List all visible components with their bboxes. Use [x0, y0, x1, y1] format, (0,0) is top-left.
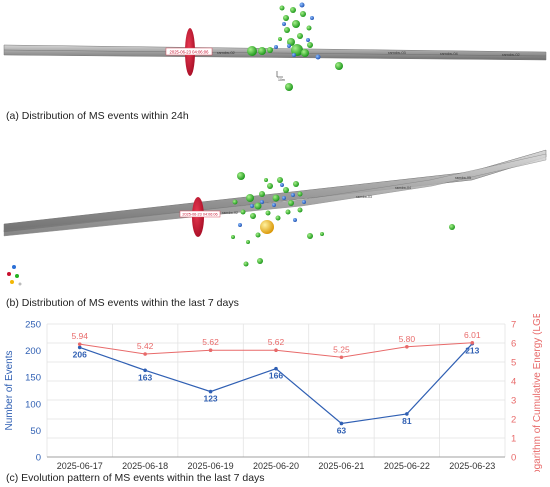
y-tick-label: 50 [30, 426, 41, 437]
x-tick-label: 2025-06-23 [449, 461, 495, 471]
events-line [79, 343, 473, 425]
tunnel-tube [3, 149, 547, 233]
energy-data-label: 5.25 [333, 344, 350, 354]
energy-data-label: 5.42 [137, 341, 154, 351]
timestamp-label: 2025-06-23 04:06:06 [170, 50, 210, 55]
event-cluster [247, 2, 343, 91]
y-axis-label: Number of Events [4, 350, 15, 430]
y-tick-label: 100 [25, 399, 41, 410]
scene-24h-view: 2025-06-23 04:06:06 ramdw-02 ramdw-03 ra… [3, 2, 547, 91]
x-tick-label: 2025-06-22 [384, 461, 430, 471]
scene-7day-view: 2025-06-23 04:06:06 ramdw-02 ramdw-03 ra… [3, 149, 547, 286]
events-data-label: 213 [465, 346, 479, 356]
x-axis: 2025-06-17 2025-06-18 2025-06-19 2025-06-20… [47, 456, 505, 471]
energy-data-label: 5.94 [71, 331, 88, 341]
tunnel-tube [3, 44, 547, 61]
tunnel-label: ramdw-03 [388, 50, 407, 55]
energy-data-label: 6.01 [464, 330, 481, 340]
y-tick-label: 200 [25, 346, 41, 357]
tunnel-label: ramdw-04 [395, 186, 411, 190]
tunnel-tube-branch [3, 153, 547, 237]
y2-tick-label: 5 [511, 358, 516, 369]
events-data-label: 166 [269, 371, 283, 381]
timestamp-label: 2025-06-23 04:06:06 [182, 213, 217, 217]
x-tick-label: 2025-06-19 [188, 461, 234, 471]
events-data-label: 123 [203, 394, 217, 404]
y2-tick-label: 3 [511, 396, 516, 407]
tunnel-label: ramdw-02 [222, 211, 238, 215]
x-tick-label: 2025-06-21 [318, 461, 364, 471]
tunnel-label: ramdw-05 [455, 176, 471, 180]
axis-gizmo-icon [7, 265, 22, 286]
events-data-label: 206 [73, 349, 87, 359]
events-data-label: 163 [138, 372, 152, 382]
left-axis: 0 50 100 150 200 250 [25, 320, 41, 464]
y2-tick-label: 6 [511, 339, 516, 350]
x-tick-label: 2025-06-18 [122, 461, 168, 471]
energy-data-label: 5.62 [202, 337, 219, 347]
events-point [405, 412, 409, 416]
energy-point [339, 355, 344, 360]
caption-c: (c) Evolution pattern of MS events withi… [6, 472, 265, 484]
scale-indicator: 10m [276, 71, 285, 82]
energy-data-label: 5.80 [399, 334, 416, 344]
event-cluster [231, 172, 455, 267]
y2-tick-label: 2 [511, 415, 516, 426]
caption-a: (a) Distribution of MS events within 24h [6, 110, 189, 122]
y-tick-label: 0 [36, 453, 41, 464]
events-point [143, 368, 147, 373]
tunnel-label: ramdw-04 [440, 51, 459, 56]
events-data-label: 81 [402, 416, 412, 426]
x-tick-label: 2025-06-17 [57, 461, 103, 471]
right-axis: 0 1 2 3 4 5 6 7 [511, 320, 516, 464]
events-data-label: 63 [337, 425, 347, 435]
events-point [339, 421, 344, 426]
y2-tick-label: 7 [511, 320, 516, 331]
y2-axis-label: Logarithm of Cumulative Energy (LGE/J) [532, 314, 543, 472]
tunnel-label: ramdw-03 [356, 195, 372, 199]
energy-point [405, 345, 409, 349]
y-tick-label: 150 [25, 373, 41, 384]
tunnel-label: ramdw-02 [502, 52, 521, 57]
tunnel-label: ramdw-02 [217, 50, 236, 55]
energy-point [143, 352, 147, 356]
energy-point [274, 348, 278, 353]
energy-point [77, 342, 82, 346]
events-point [274, 366, 278, 371]
energy-data-label: 5.62 [268, 337, 285, 347]
events-point [77, 345, 82, 350]
y2-tick-label: 4 [511, 377, 516, 388]
series: 206 163 123 166 63 81 213 5.94 5.42 5.62 5.62 5.25 5… [71, 330, 480, 436]
x-tick-label: 2025-06-20 [253, 461, 299, 471]
energy-point [208, 348, 213, 353]
y2-tick-label: 1 [511, 434, 516, 445]
svg-text:10m: 10m [278, 78, 285, 82]
y2-tick-label: 0 [511, 453, 516, 464]
energy-point [470, 341, 475, 345]
caption-b: (b) Distribution of MS events within the… [6, 297, 239, 309]
events-point [208, 389, 213, 394]
y-tick-label: 250 [25, 320, 41, 331]
